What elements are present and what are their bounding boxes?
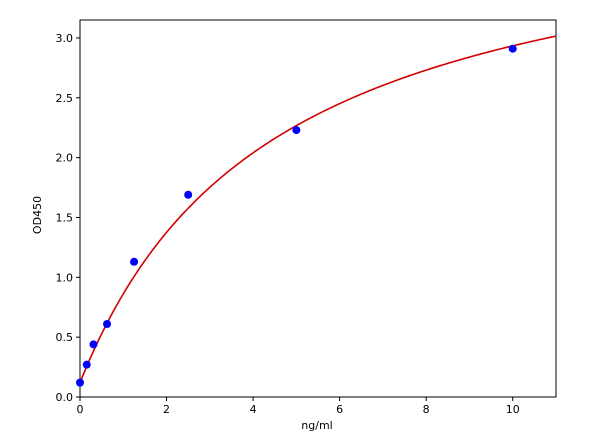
data-point: [103, 319, 112, 328]
y-tick-label: 0.0: [56, 391, 74, 404]
data-point: [76, 378, 84, 387]
data-point: [292, 126, 301, 135]
x-tick-label: 2: [163, 403, 170, 416]
x-tick-label: 6: [336, 403, 343, 416]
y-tick-label: 1.0: [56, 271, 74, 284]
x-tick-label: 4: [250, 403, 257, 416]
y-tick-label: 3.0: [56, 32, 74, 45]
y-tick-label: 0.5: [56, 331, 74, 344]
data-point: [89, 340, 98, 349]
x-tick-label: 0: [77, 403, 84, 416]
fitted-curve: [79, 35, 557, 383]
x-axis-label: ng/ml: [301, 419, 332, 432]
y-tick-label: 1.5: [56, 211, 74, 224]
x-tick-label: 10: [506, 403, 520, 416]
plot-frame: [79, 19, 557, 398]
data-point: [184, 190, 193, 199]
data-point: [130, 257, 139, 266]
x-axis: 0 2 4 6 8 10: [77, 397, 520, 416]
y-axis: 0.0 0.5 1.0 1.5 2.0 2.5 3.0: [56, 32, 80, 404]
data-point: [82, 360, 91, 369]
points-layer: [76, 44, 517, 387]
curve-layer: [79, 35, 557, 383]
data-point: [508, 44, 517, 53]
y-tick-label: 2.5: [56, 92, 74, 105]
x-tick-label: 8: [423, 403, 430, 416]
y-axis-label: OD450: [31, 196, 44, 234]
y-tick-label: 2.0: [56, 152, 74, 165]
plot-area: [79, 19, 557, 398]
